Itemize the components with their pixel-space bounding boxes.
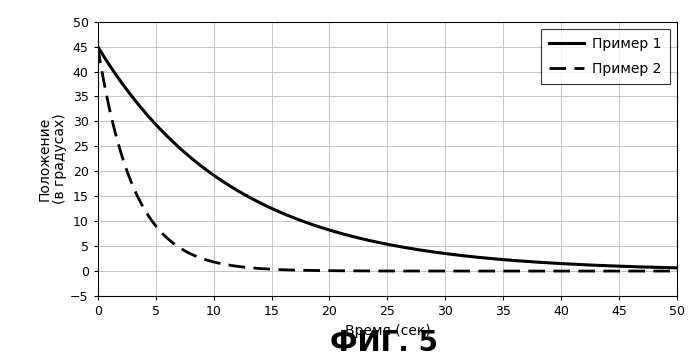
Пример 1: [349, 234, 357, 239]
Пример 2: [153, 225, 161, 230]
Пример 1: [545, 261, 554, 265]
Line: Пример 2: Пример 2: [98, 47, 677, 271]
Пример 1: [556, 261, 564, 266]
Пример 1: [94, 44, 102, 49]
Пример 2: [94, 44, 102, 49]
Пример 1: [673, 266, 681, 270]
Пример 1: [491, 257, 500, 261]
X-axis label: Время (сек): Время (сек): [345, 323, 430, 338]
Пример 2: [349, 269, 357, 273]
Line: Пример 1: Пример 1: [98, 47, 677, 268]
Text: ФИГ. 5: ФИГ. 5: [330, 329, 438, 357]
Пример 1: [153, 123, 161, 128]
Пример 2: [556, 269, 564, 273]
Пример 1: [328, 229, 336, 233]
Пример 2: [673, 269, 681, 273]
Пример 2: [328, 269, 336, 273]
Пример 2: [491, 269, 500, 273]
Y-axis label: Положение
(в градусах): Положение (в градусах): [37, 113, 68, 204]
Пример 2: [545, 269, 554, 273]
Legend: Пример 1, Пример 2: Пример 1, Пример 2: [541, 29, 670, 84]
